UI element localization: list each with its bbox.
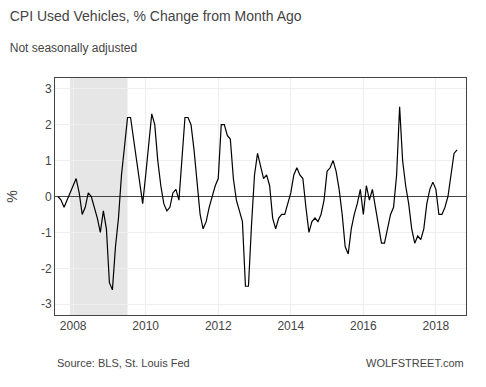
svg-text:-1: -1 xyxy=(41,226,52,240)
svg-text:-3: -3 xyxy=(41,297,52,311)
svg-text:2: 2 xyxy=(45,118,52,132)
svg-text:WOLFSTREET.com: WOLFSTREET.com xyxy=(366,357,464,369)
svg-text:1: 1 xyxy=(45,154,52,168)
svg-text:2008: 2008 xyxy=(60,319,87,333)
svg-text:2012: 2012 xyxy=(205,319,232,333)
svg-text:%: % xyxy=(4,190,20,202)
svg-text:Source: BLS, St. Louis Fed: Source: BLS, St. Louis Fed xyxy=(57,357,190,369)
svg-text:2018: 2018 xyxy=(423,319,450,333)
svg-text:3: 3 xyxy=(45,82,52,96)
svg-text:2010: 2010 xyxy=(132,319,159,333)
svg-text:2016: 2016 xyxy=(350,319,377,333)
svg-text:2014: 2014 xyxy=(277,319,304,333)
svg-text:CPI Used Vehicles, % Change fr: CPI Used Vehicles, % Change from Month A… xyxy=(10,8,302,24)
svg-text:-2: -2 xyxy=(41,262,52,276)
svg-text:Not seasonally adjusted: Not seasonally adjusted xyxy=(10,41,137,55)
svg-text:0: 0 xyxy=(45,190,52,204)
